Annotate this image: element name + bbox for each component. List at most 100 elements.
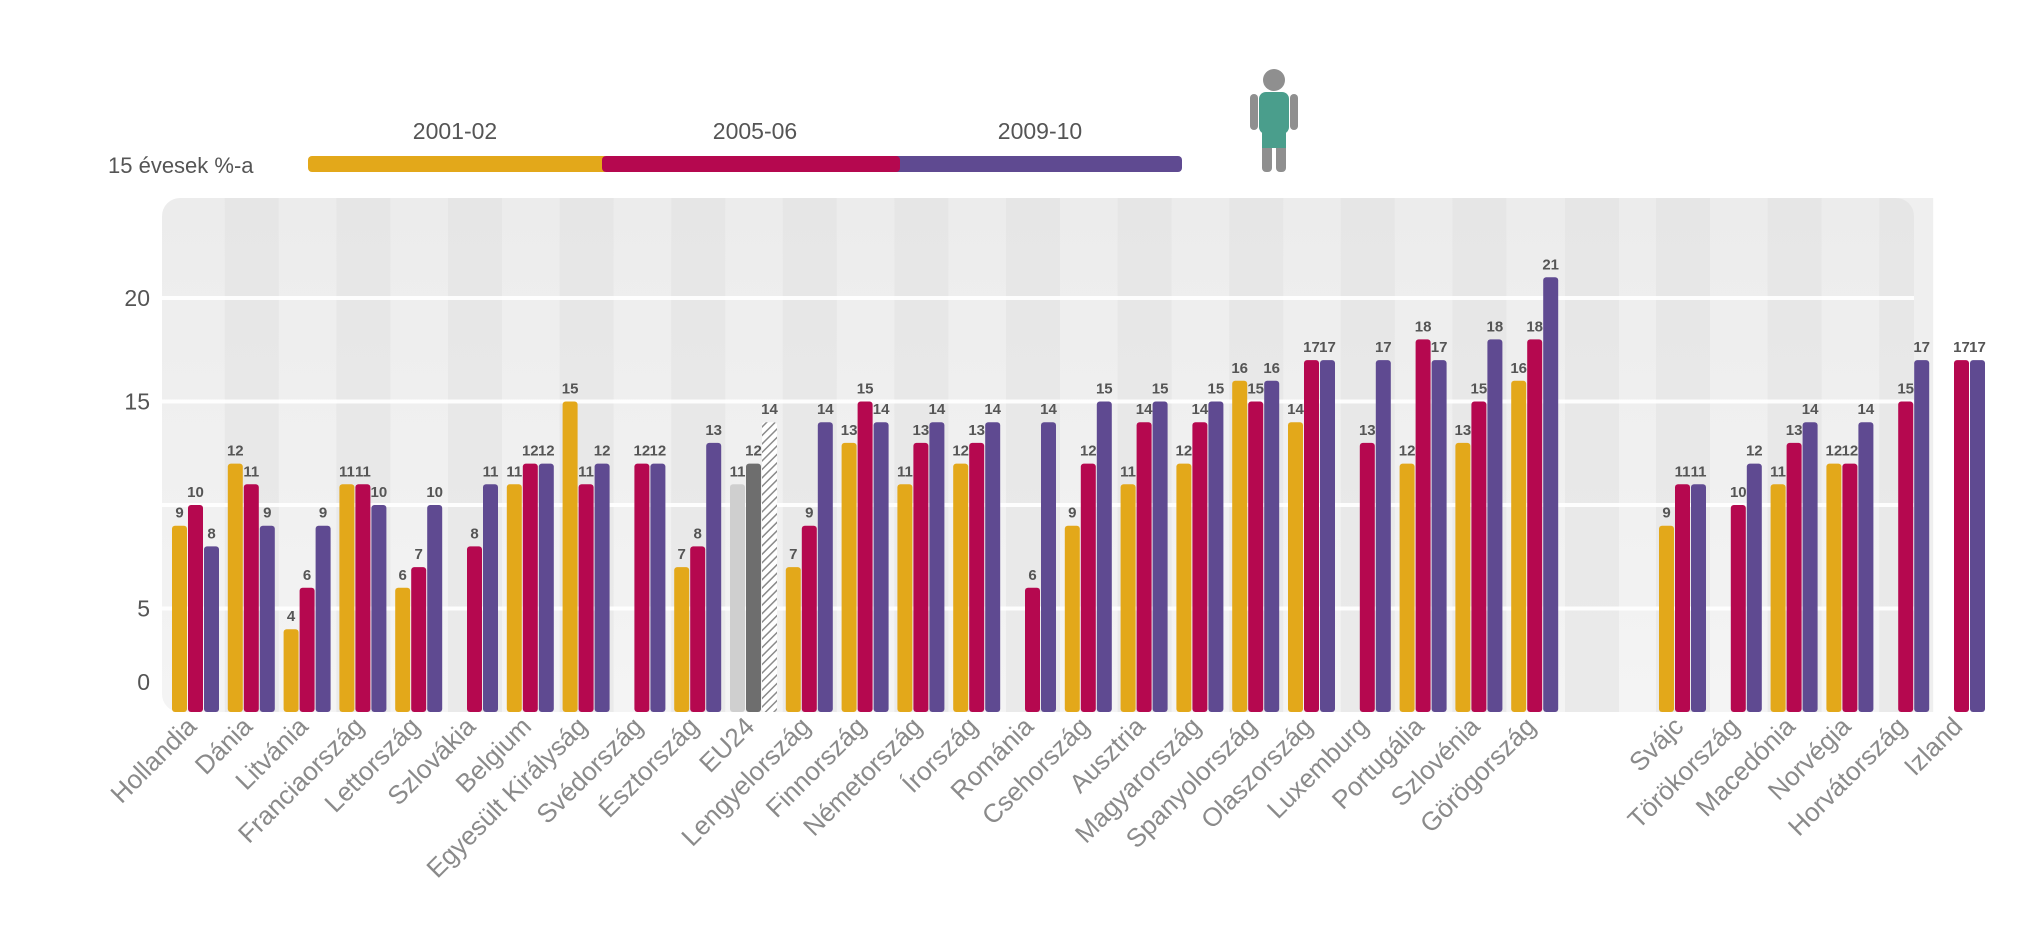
legend-label-2001-02: 2001-02 [413, 118, 497, 144]
bar-2001-02 [1399, 463, 1415, 712]
bar-2005-06 [801, 525, 817, 712]
bar-2005-06 [1025, 587, 1040, 712]
value-label: 10 [426, 484, 443, 501]
value-label: 12 [634, 443, 651, 460]
bar-2009-10 [650, 463, 666, 712]
value-label: 21 [1542, 256, 1559, 273]
value-label: 14 [929, 401, 946, 418]
value-label: 14 [1192, 401, 1209, 418]
bar-2005-06 [243, 484, 259, 712]
bar-2009-10 [1264, 380, 1280, 712]
person-icon [1250, 69, 1298, 172]
value-label: 12 [227, 443, 244, 460]
bar-2009-10 [1858, 422, 1874, 712]
bar-2005-06 [1954, 360, 1969, 712]
bar-2001-02 [1826, 463, 1842, 712]
value-label: 15 [857, 381, 874, 398]
bar-2001-02 [395, 587, 411, 712]
y-axis-ticks: 0 5 15 20 [124, 285, 150, 695]
bar-2009-10 [1914, 360, 1930, 712]
y-axis-description: 15 évesek %-a [108, 153, 254, 178]
value-label: 12 [538, 443, 555, 460]
bar-2001-02 [674, 567, 690, 712]
legend-swatch-2005-06 [602, 156, 900, 172]
value-label: 12 [952, 443, 969, 460]
value-label: 11 [1770, 463, 1786, 480]
value-label: 14 [873, 401, 890, 418]
value-label: 15 [562, 381, 579, 398]
value-label: 9 [1662, 505, 1670, 522]
bar-2009-10 [762, 422, 777, 712]
stripe [1565, 198, 1619, 712]
bar-2001-02 [1064, 525, 1080, 712]
value-label: 13 [1359, 422, 1376, 439]
bar-2005-06 [1304, 360, 1319, 712]
bar-2005-06 [690, 546, 706, 712]
value-label: 15 [1096, 381, 1113, 398]
bar-2001-02 [841, 442, 857, 712]
value-label: 9 [805, 505, 813, 522]
value-label: 12 [1176, 443, 1193, 460]
bar-2009-10 [1487, 339, 1503, 712]
y-tick-label: 15 [124, 389, 150, 415]
bar-2009-10 [985, 422, 1001, 712]
bar-2005-06 [969, 442, 985, 712]
value-label: 10 [187, 484, 204, 501]
bar-2005-06 [857, 401, 873, 712]
value-label: 13 [841, 422, 858, 439]
bar-2001-02 [785, 567, 801, 712]
value-label: 16 [1510, 360, 1527, 377]
bar-2001-02 [1176, 463, 1192, 712]
value-label: 8 [694, 525, 702, 542]
bar-2005-06 [411, 567, 427, 712]
bar-2001-02 [506, 484, 522, 712]
bar-2005-06 [299, 587, 315, 712]
value-label: 7 [415, 546, 423, 563]
bar-2001-02 [1120, 484, 1136, 712]
bars [172, 277, 1985, 712]
value-label: 7 [678, 546, 686, 563]
legend-label-2009-10: 2009-10 [998, 118, 1082, 144]
bar-2009-10 [1802, 422, 1818, 712]
value-label: 15 [1247, 381, 1264, 398]
bar-2001-02 [562, 401, 578, 712]
bar-2005-06 [913, 442, 929, 712]
legend-label-2005-06: 2005-06 [713, 118, 797, 144]
bar-2005-06 [634, 463, 650, 712]
legend-swatch-2001-02 [308, 156, 608, 172]
bar-2009-10 [929, 422, 945, 712]
value-label: 11 [355, 463, 371, 480]
value-label: 11 [1691, 463, 1707, 480]
value-label: 18 [1415, 318, 1432, 335]
bar-2005-06 [1842, 463, 1858, 712]
bar-2009-10 [1970, 360, 1985, 712]
bar-2009-10 [1431, 360, 1447, 712]
value-label: 12 [650, 443, 667, 460]
x-tick-label: Hollandia [104, 711, 202, 809]
bar-2005-06 [746, 463, 761, 712]
y-tick-label: 0 [137, 669, 150, 695]
bar-2009-10 [706, 442, 722, 712]
bar-2009-10 [594, 463, 610, 712]
bar-2001-02 [1232, 380, 1248, 712]
bar-2001-02 [227, 463, 243, 712]
bar-2009-10 [873, 422, 889, 712]
value-label: 14 [761, 401, 778, 418]
bar-2005-06 [1192, 422, 1208, 712]
value-label: 18 [1487, 318, 1504, 335]
value-label: 15 [1208, 381, 1225, 398]
bar-2001-02 [1511, 380, 1527, 712]
value-label: 17 [1303, 339, 1320, 356]
bar-2009-10 [817, 422, 833, 712]
value-label: 13 [968, 422, 985, 439]
value-label: 14 [1858, 401, 1875, 418]
bar-2005-06 [1080, 463, 1096, 712]
value-label: 17 [1953, 339, 1970, 356]
bar-2005-06 [1248, 401, 1264, 712]
value-label: 4 [287, 608, 296, 625]
value-label: 11 [1120, 463, 1136, 480]
value-label: 12 [522, 443, 539, 460]
bar-2001-02 [1455, 442, 1471, 712]
value-label: 11 [730, 463, 746, 480]
bar-2009-10 [1746, 463, 1762, 712]
